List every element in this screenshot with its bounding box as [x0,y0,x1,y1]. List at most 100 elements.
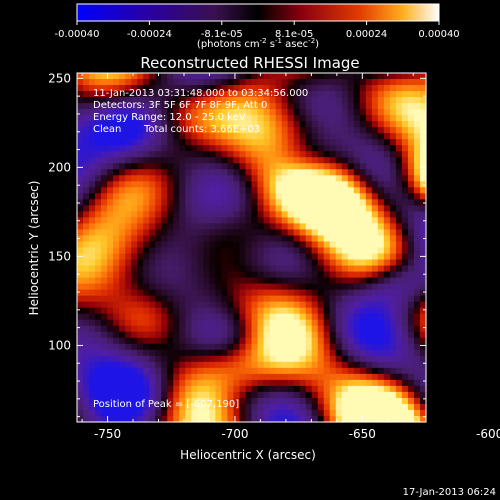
heatmap-cell [401,175,409,182]
heatmap-cell [353,151,361,158]
heatmap-cell [341,247,349,255]
heatmap-cell [281,319,289,327]
heatmap-cell [239,283,247,291]
heatmap-cell [131,361,138,369]
heatmap-cell [269,241,277,249]
heatmap-cell [305,397,313,405]
heatmap-cell [371,151,379,158]
heatmap-cell [173,379,180,387]
heatmap-cell [263,139,271,146]
heatmap-cell [197,79,204,86]
heatmap-cell [203,85,210,92]
heatmap-cell [317,277,325,285]
heatmap-cell [245,253,253,261]
heatmap-cell [95,259,102,267]
heatmap-cell [155,349,162,357]
heatmap-cell [395,79,403,86]
heatmap-cell [191,319,198,327]
heatmap-cell [353,181,361,188]
heatmap-cell [371,247,379,255]
heatmap-cell [335,235,343,243]
heatmap-cell [203,307,210,315]
heatmap-cell [161,379,168,387]
heatmap-cell [119,79,126,86]
heatmap-cell [107,139,114,146]
heatmap-cell [365,325,373,333]
heatmap-cell [197,355,204,363]
heatmap-cell [101,313,108,321]
heatmap-cell [281,283,289,291]
heatmap-cell [239,403,247,411]
heatmap-cell [287,169,295,176]
heatmap-cell [401,289,409,297]
heatmap-cell [179,283,186,291]
heatmap-cell [377,169,385,176]
heatmap-cell [221,379,229,387]
heatmap-cell [221,205,229,212]
heatmap-cell [329,85,337,92]
heatmap-cell [119,205,126,212]
heatmap-cell [293,241,301,249]
heatmap-cell [143,205,150,212]
heatmap-cell [287,379,295,387]
colorbar-units: (photons cm-2 s-1 asec-2) [197,37,319,50]
heatmap-cell [185,151,192,158]
heatmap-cell [233,205,241,212]
heatmap-cell [347,385,355,393]
heatmap-cell [239,391,247,399]
heatmap-cell [107,325,114,333]
heatmap-cell [311,193,319,200]
heatmap-cell [185,265,192,273]
heatmap-cell [413,133,421,140]
heatmap-cell [383,109,391,116]
heatmap-cell [299,265,307,273]
heatmap-cell [179,343,186,351]
heatmap-cell [353,379,361,387]
heatmap-cell [131,259,138,267]
heatmap-cell [77,133,84,140]
heatmap-cell [137,283,144,291]
heatmap-cell [257,265,265,273]
heatmap-cell [209,367,216,375]
heatmap-cell [131,241,138,249]
heatmap-cell [413,403,421,411]
heatmap-cell [377,235,385,243]
heatmap-cell [167,151,174,158]
heatmap-cell [131,379,138,387]
heatmap-cell [149,235,156,243]
heatmap-cell [125,181,132,188]
heatmap-cell [233,325,241,333]
heatmap-cell [299,385,307,393]
heatmap-cell [329,409,337,417]
heatmap-cell [215,217,223,225]
heatmap-cell [149,325,156,333]
heatmap-cell [365,355,373,363]
heatmap-cell [413,349,421,357]
heatmap-cell [371,331,379,339]
heatmap-cell [413,397,421,405]
heatmap-cell [173,211,180,219]
heatmap-cell [275,283,283,291]
heatmap-cell [317,79,325,86]
heatmap-cell [197,307,204,315]
heatmap-cell [161,385,168,393]
heatmap-cell [281,163,289,170]
heatmap-cell [293,397,301,405]
heatmap-cell [173,259,180,267]
heatmap-cell [209,175,216,182]
heatmap-cell [245,115,253,122]
heatmap-cell [143,157,150,164]
heatmap-cell [419,169,427,176]
heatmap-cell [119,139,126,146]
heatmap-cell [317,289,325,297]
heatmap-cell [149,355,156,363]
heatmap-cell [251,139,259,146]
heatmap-cell [353,247,361,255]
heatmap-cell [407,337,415,345]
heatmap-cell [299,79,307,86]
heatmap-cell [107,181,114,188]
heatmap-cell [299,301,307,309]
heatmap-cell [311,325,319,333]
heatmap-cell [335,415,343,423]
heatmap-cell [305,217,313,225]
